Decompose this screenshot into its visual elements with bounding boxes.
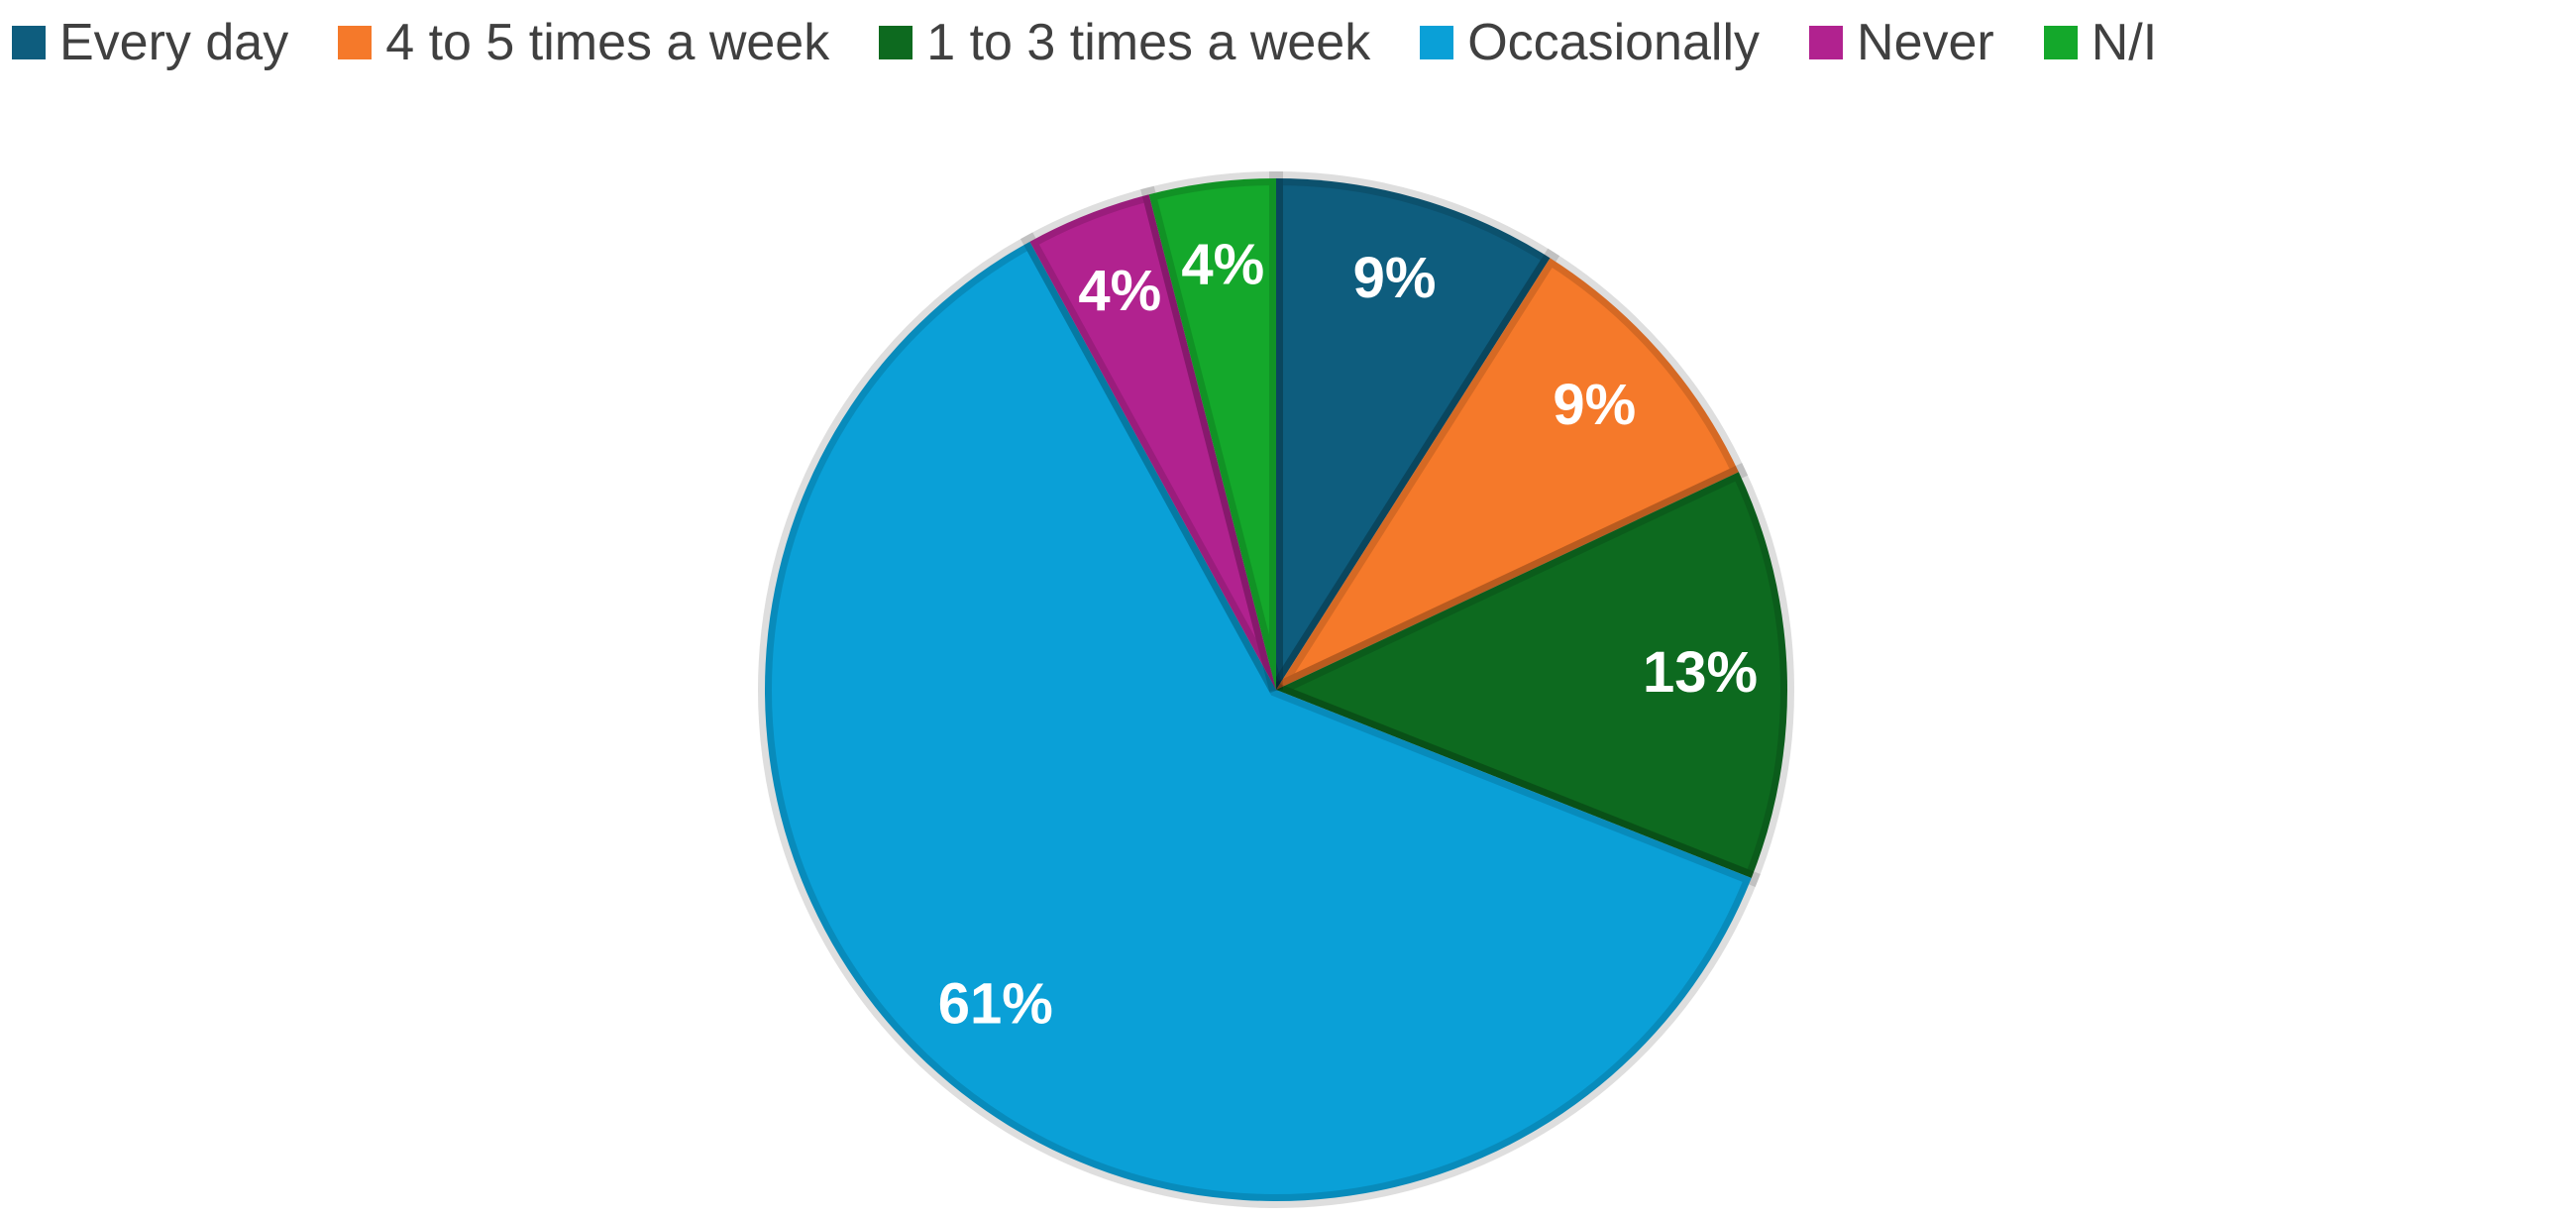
pie-slice <box>1140 170 1283 692</box>
legend: Every day 4 to 5 times a week 1 to 3 times… <box>12 8 2576 77</box>
data-label: 4% <box>1078 259 1161 323</box>
legend-swatch <box>338 26 373 59</box>
legend-item: 1 to 3 times a week <box>879 13 1370 72</box>
legend-label: N/I <box>2091 14 2158 71</box>
legend-swatch <box>12 26 46 59</box>
legend-item: N/I <box>2043 13 2158 72</box>
data-label: 9% <box>1353 246 1437 310</box>
legend-label: Never <box>1857 14 1994 71</box>
data-label: 4% <box>1181 232 1264 296</box>
pie-slice <box>1269 170 1560 715</box>
legend-label: 4 to 5 times a week <box>385 14 830 71</box>
legend-item: Never <box>1809 13 1994 72</box>
legend-item: Every day <box>12 13 288 72</box>
pie-slice <box>1020 185 1283 694</box>
legend-swatch <box>879 26 913 59</box>
legend-swatch <box>1809 26 1844 59</box>
legend-label: Every day <box>59 14 289 71</box>
data-label: 9% <box>1553 373 1636 437</box>
legend-label: 1 to 3 times a week <box>926 14 1371 71</box>
legend-swatch <box>1420 26 1454 59</box>
legend-swatch <box>2043 26 2078 59</box>
legend-item: Occasionally <box>1420 13 1760 72</box>
pie-slice <box>1258 462 1794 888</box>
legend-label: Occasionally <box>1467 14 1761 71</box>
data-label: 13% <box>1643 640 1758 705</box>
legend-item: 4 to 5 times a week <box>338 13 829 72</box>
pie-slice <box>758 232 1761 1208</box>
data-label: 61% <box>938 972 1053 1037</box>
pie-slice <box>1257 248 1749 707</box>
